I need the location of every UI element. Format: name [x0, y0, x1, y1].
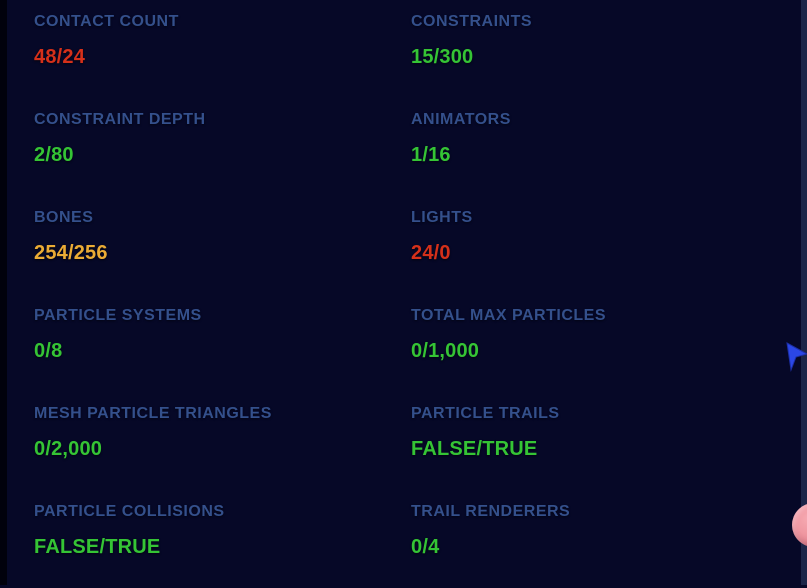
stat-label: PARTICLE TRAILS: [411, 405, 560, 422]
stat-label: PARTICLE COLLISIONS: [34, 503, 225, 520]
stat-label: MESH PARTICLE TRIANGLES: [34, 405, 272, 422]
stat-constraint-depth: CONSTRAINT DEPTH 2/80: [0, 98, 377, 196]
stat-constraints: CONSTRAINTS 15/300: [377, 0, 807, 98]
stat-contact-count: CONTACT COUNT 48/24: [0, 0, 377, 98]
stat-value: 0/1,000: [411, 340, 480, 362]
stat-value: 1/16: [411, 144, 451, 166]
stat-value: 2/80: [34, 144, 74, 166]
stat-label: TRAIL RENDERERS: [411, 503, 571, 520]
stat-value: 0/4: [411, 536, 440, 558]
stat-label: CONSTRAINT DEPTH: [34, 111, 206, 128]
stat-value: FALSE/TRUE: [411, 438, 538, 460]
stat-value: 0/2,000: [34, 438, 103, 460]
pointer-cursor-icon: [786, 341, 807, 372]
stat-label: ANIMATORS: [411, 111, 511, 128]
stat-trail-renderers: TRAIL RENDERERS 0/4: [377, 490, 807, 588]
stat-value: 24/0: [411, 242, 451, 264]
stat-lights: LIGHTS 24/0: [377, 196, 807, 294]
stat-label: PARTICLE SYSTEMS: [34, 307, 202, 324]
stat-value: 0/8: [34, 340, 63, 362]
stat-particle-trails: PARTICLE TRAILS FALSE/TRUE: [377, 392, 807, 490]
stat-label: LIGHTS: [411, 209, 473, 226]
stat-value: 48/24: [34, 46, 86, 68]
stat-total-max-particles: TOTAL MAX PARTICLES 0/1,000: [377, 294, 807, 392]
right-edge-strip: [801, 0, 807, 585]
stat-bones: BONES 254/256: [0, 196, 377, 294]
stat-value: 254/256: [34, 242, 108, 264]
stat-label: CONTACT COUNT: [34, 13, 179, 30]
stat-label: TOTAL MAX PARTICLES: [411, 307, 606, 324]
stat-label: BONES: [34, 209, 94, 226]
stat-particle-collisions: PARTICLE COLLISIONS FALSE/TRUE: [0, 490, 377, 588]
pink-orb-icon: [792, 503, 807, 547]
stat-mesh-particle-triangles: MESH PARTICLE TRIANGLES 0/2,000: [0, 392, 377, 490]
stat-animators: ANIMATORS 1/16: [377, 98, 807, 196]
stat-label: CONSTRAINTS: [411, 13, 533, 30]
stat-particle-systems: PARTICLE SYSTEMS 0/8: [0, 294, 377, 392]
left-edge-strip: [0, 0, 7, 585]
stat-value: FALSE/TRUE: [34, 536, 161, 558]
stat-value: 15/300: [411, 46, 474, 68]
